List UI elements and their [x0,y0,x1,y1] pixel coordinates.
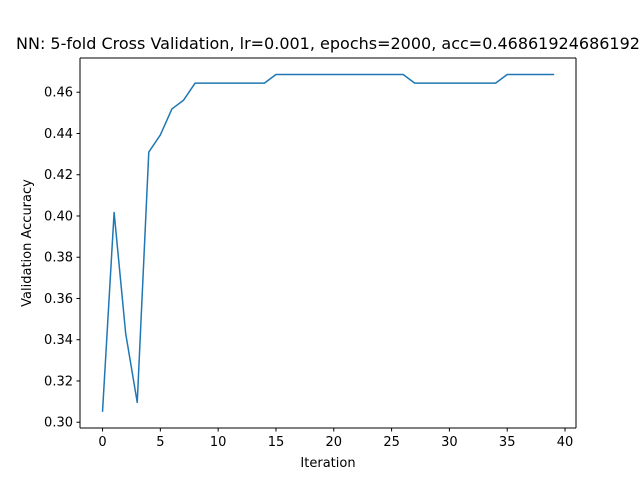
y-tick-label: 0.34 [44,333,73,348]
x-tick-label: 40 [557,435,574,450]
x-axis-ticks: 0 5 10 15 20 25 30 35 40 [98,428,573,450]
axes-frame [79,57,577,429]
plot-area [80,58,576,428]
y-tick-label: 0.44 [44,127,73,142]
x-tick-label: 15 [268,435,285,450]
series-line [101,73,555,412]
y-tick-label: 0.40 [44,209,73,224]
x-tick-label: 10 [210,435,227,450]
y-tick-label: 0.38 [44,251,73,266]
y-axis-ticks: 0.30 0.32 0.34 0.36 0.38 0.40 0.42 0.44 0.46 [44,86,80,431]
x-tick-label: 30 [441,435,458,450]
x-tick-label: 0 [98,435,106,450]
x-tick-label: 35 [499,435,516,450]
y-tick-label: 0.30 [44,416,73,431]
y-tick-label: 0.46 [44,86,73,101]
x-axis-label: Iteration [300,456,355,471]
series-layer [101,73,555,412]
y-axis-label: Validation Accuracy [20,179,35,307]
x-tick-label: 5 [156,435,164,450]
x-tick-label: 20 [326,435,343,450]
y-tick-label: 0.42 [44,168,73,183]
x-tick-label: 25 [383,435,400,450]
chart-title: NN: 5-fold Cross Validation, lr=0.001, e… [16,34,640,53]
y-tick-label: 0.32 [44,374,73,389]
y-tick-label: 0.36 [44,292,73,307]
